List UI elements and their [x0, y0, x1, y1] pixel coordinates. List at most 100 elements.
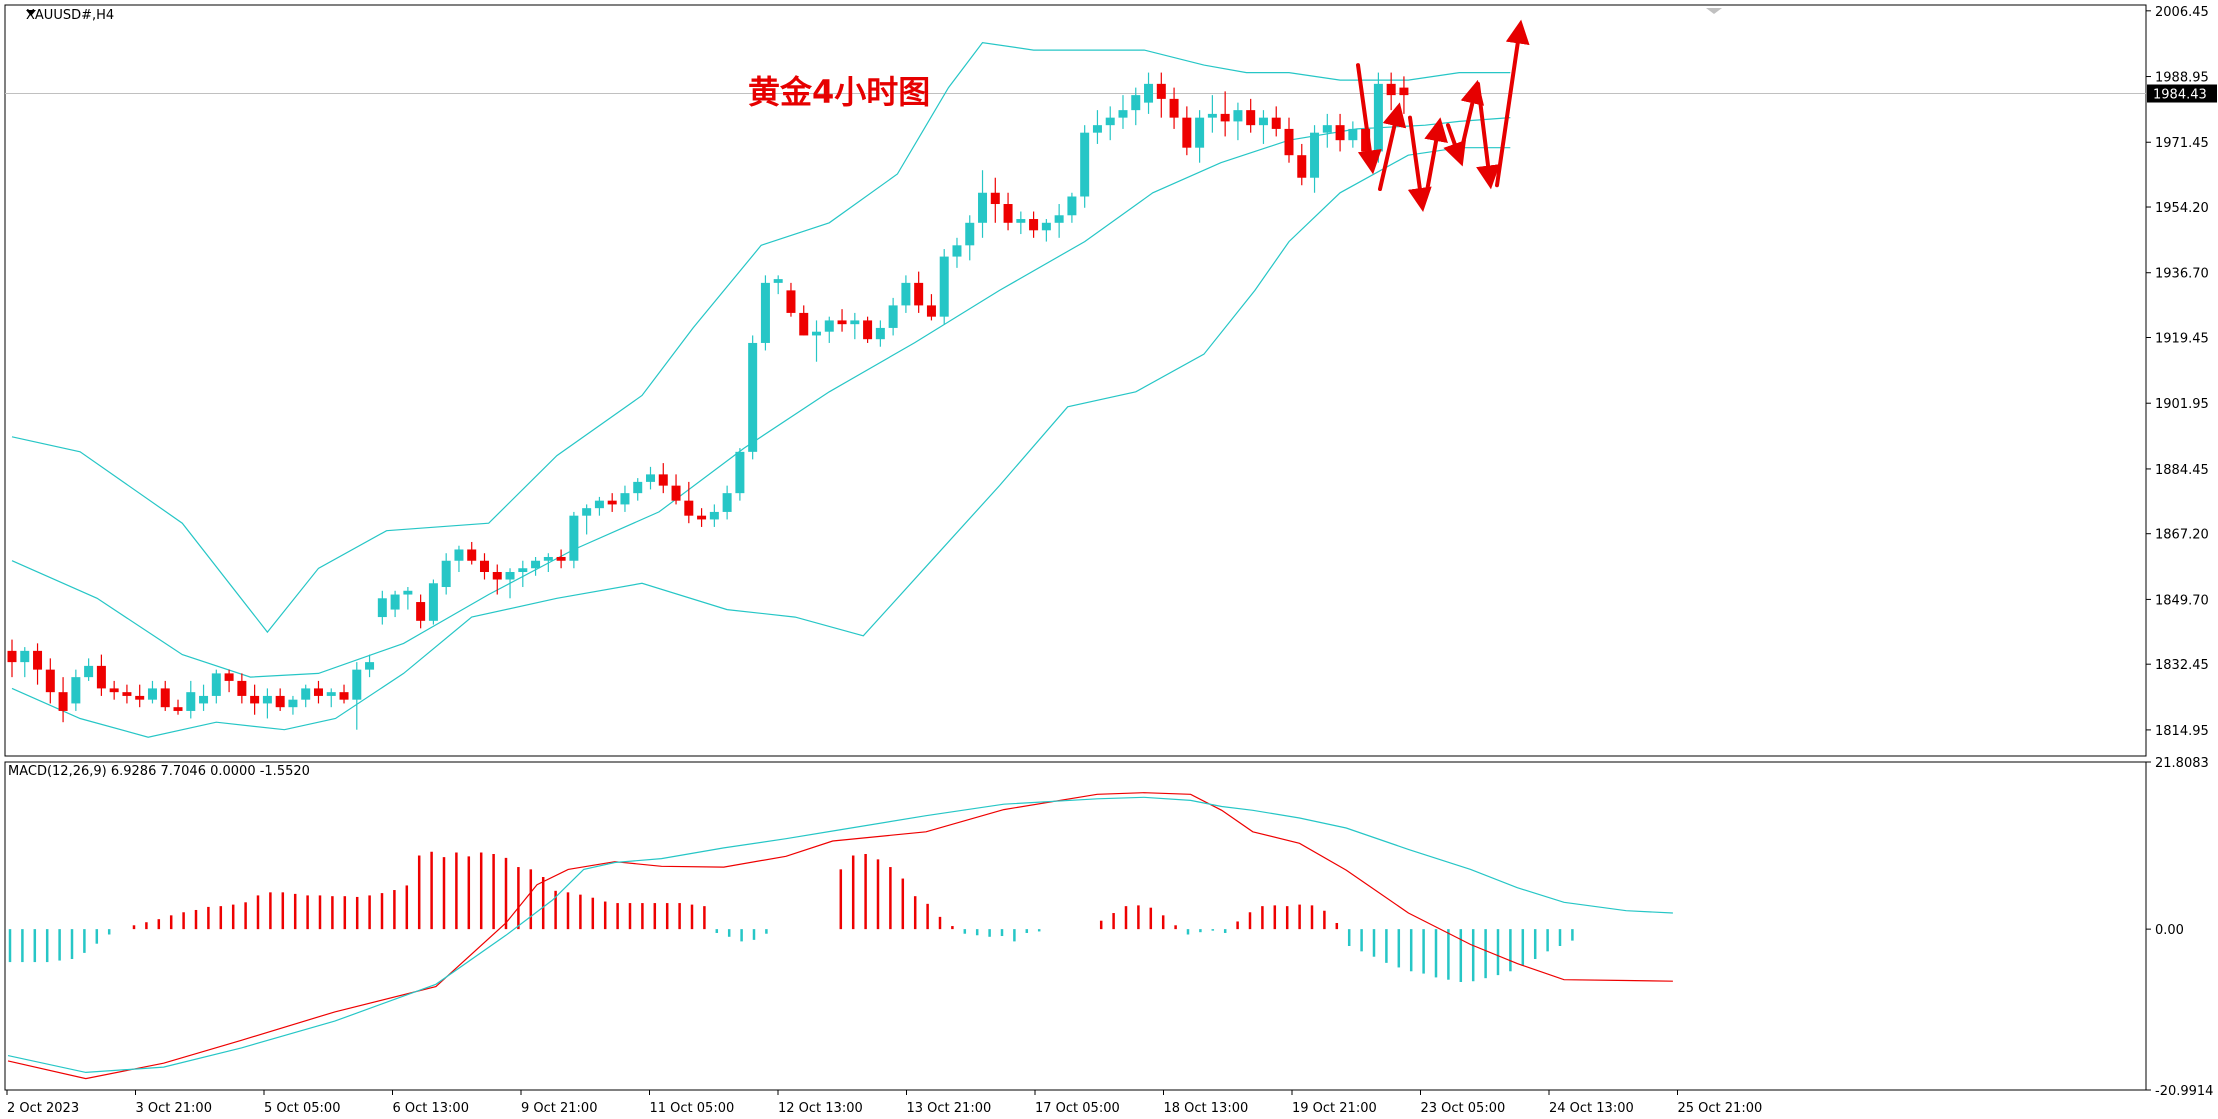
candle-body: [122, 692, 132, 696]
candle-body: [1080, 132, 1090, 197]
candle: [620, 485, 630, 512]
candle: [339, 684, 349, 704]
candle-body: [84, 665, 94, 678]
candle-body: [262, 695, 272, 704]
price-tick-label: 1832.45: [2155, 658, 2209, 673]
current-price-box: [2147, 84, 2217, 103]
candle-body: [1169, 98, 1179, 118]
macd-tick-label: 0.00: [2155, 923, 2184, 938]
candle-body: [543, 556, 553, 561]
annotation-arrow: [1407, 115, 1432, 212]
candle-body: [199, 695, 209, 704]
candle: [33, 643, 43, 685]
candle-body: [1310, 132, 1320, 178]
candle: [1207, 95, 1217, 133]
candle: [428, 579, 438, 625]
candle: [518, 560, 528, 588]
candle-body: [1271, 117, 1281, 129]
candle: [837, 309, 847, 332]
candle: [748, 335, 758, 460]
candle-body: [224, 673, 234, 681]
candle: [1041, 219, 1051, 242]
macd-main-line: [7, 792, 1673, 1080]
price-tick-label: 1954.20: [2155, 201, 2209, 216]
candle-body: [1054, 215, 1064, 223]
candle-body: [1156, 83, 1166, 99]
candle: [1322, 113, 1332, 148]
candle-body: [531, 560, 541, 569]
time-tick-label: 11 Oct 05:00: [650, 1101, 735, 1116]
candle-body: [454, 549, 464, 561]
candle-body: [365, 662, 375, 670]
candle: [135, 684, 145, 708]
candle: [824, 316, 834, 343]
candle-body: [1207, 113, 1217, 118]
candle: [505, 568, 515, 599]
candle-body: [901, 282, 911, 306]
candle: [84, 658, 94, 681]
candle: [582, 504, 592, 535]
candle-body: [7, 650, 17, 663]
candle-body: [1016, 219, 1026, 223]
candle: [1386, 72, 1396, 111]
candle-body: [1118, 110, 1128, 118]
candle-body: [441, 560, 451, 588]
candle-body: [1335, 125, 1345, 141]
candle: [1016, 211, 1026, 235]
candle-body: [160, 688, 170, 708]
candle-body: [403, 590, 413, 595]
time-tick-label: 5 Oct 05:00: [264, 1101, 340, 1116]
price-tick-label: 1919.45: [2155, 332, 2209, 347]
candle: [1246, 98, 1256, 133]
macd-panel: [7, 792, 1673, 1080]
candle-body: [467, 549, 477, 561]
candle-body: [1092, 125, 1102, 133]
candle: [250, 684, 260, 715]
macd-tick-label: -20.9914: [2155, 1084, 2213, 1099]
price-tick-label: 1849.70: [2155, 593, 2209, 608]
candle: [863, 316, 873, 343]
candle: [1233, 102, 1243, 141]
bollinger-middle-line: [11, 117, 1511, 678]
candle-body: [377, 598, 387, 618]
candle-body: [1399, 87, 1409, 96]
candlestick-series: [7, 72, 1409, 730]
bollinger-bands: [11, 41, 1511, 738]
candle-body: [416, 602, 426, 621]
candle-body: [837, 320, 847, 325]
candle-body: [556, 556, 566, 561]
candle: [147, 680, 157, 704]
candle-body: [658, 474, 668, 486]
candle: [186, 680, 196, 719]
candle: [352, 662, 362, 730]
candle-body: [735, 451, 745, 494]
candle-body: [709, 511, 719, 520]
candle: [109, 680, 119, 700]
candle: [875, 320, 885, 347]
candle: [773, 275, 783, 295]
time-tick-label: 19 Oct 21:00: [1292, 1101, 1377, 1116]
chart-title: 黄金4小时图: [748, 73, 930, 111]
candle-body: [1003, 204, 1013, 223]
candle: [173, 699, 183, 715]
candle-body: [939, 256, 949, 317]
candle: [1029, 211, 1039, 238]
candle-body: [875, 327, 885, 340]
time-tick-label: 9 Oct 21:00: [521, 1101, 597, 1116]
candle-body: [1182, 117, 1192, 148]
candle-body: [147, 688, 157, 700]
annotation-arrow: [1495, 19, 1530, 188]
candle: [1118, 95, 1128, 129]
candle: [990, 177, 1000, 223]
annotation-arrow: [1424, 117, 1448, 199]
current-price-label: 1984.43: [2153, 88, 2207, 103]
candle-body: [275, 695, 285, 708]
candle: [1297, 143, 1307, 186]
candle: [1335, 113, 1345, 152]
candle: [978, 170, 988, 238]
candle: [812, 320, 822, 362]
candle-body: [326, 692, 336, 696]
candle: [211, 669, 221, 704]
dropdown-triangle-icon: [26, 10, 36, 16]
candle-body: [1348, 128, 1358, 141]
